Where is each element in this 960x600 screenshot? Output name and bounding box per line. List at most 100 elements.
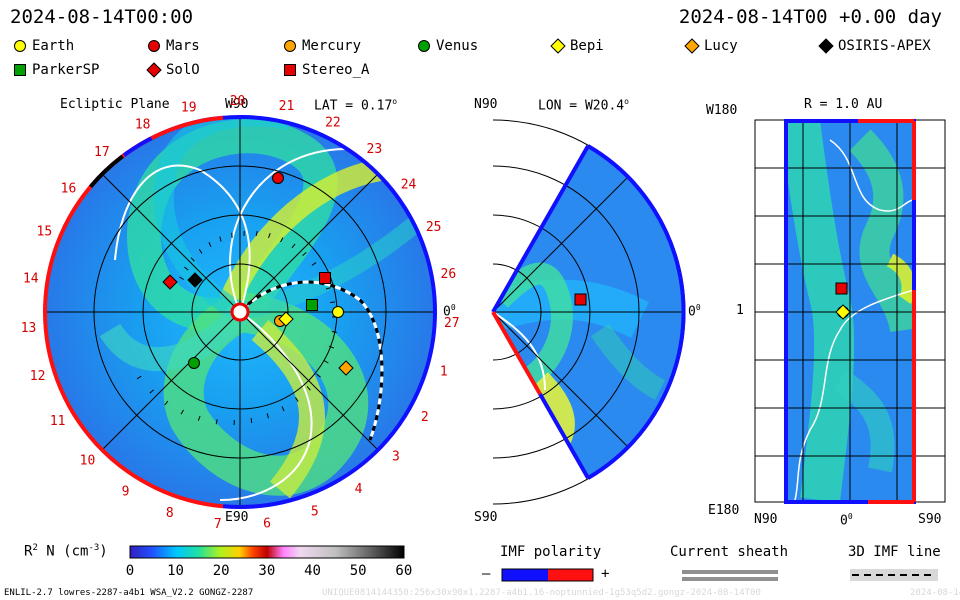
- rotation-label-7: 7: [214, 517, 222, 532]
- spiral-tick: [149, 389, 154, 394]
- ecliptic-lat-label: LAT = 0.17o: [314, 97, 398, 114]
- spiral-tick: [295, 397, 299, 402]
- rotation-label-15: 15: [37, 224, 53, 239]
- stereo-a-marker: [319, 272, 331, 284]
- spiral-tick: [311, 262, 317, 266]
- current-sheath-line-1: [682, 570, 778, 574]
- meridional-top-label: N90: [474, 97, 498, 112]
- earth-marker: [332, 306, 344, 318]
- rotation-label-5: 5: [311, 504, 319, 519]
- rotation-label-27: 27: [444, 316, 460, 331]
- legend-item-mercury: Mercury: [282, 38, 361, 54]
- venus-marker: [188, 357, 200, 369]
- earth-legend-marker: [14, 40, 26, 52]
- imf-minus-label: –: [482, 566, 491, 582]
- spiral-tick: [281, 406, 285, 412]
- legend-item-bepi: Bepi: [550, 38, 604, 54]
- meridional-edge-south-red: [491, 311, 542, 395]
- ecliptic-top-label: W90: [225, 97, 249, 112]
- solo-marker: [162, 274, 178, 290]
- spiral-tick: [280, 237, 284, 243]
- spiral-tick: [255, 230, 258, 237]
- spiral-tick: [179, 276, 184, 280]
- spiral-tick: [302, 251, 307, 257]
- rotation-label-16: 16: [61, 181, 77, 196]
- legend-label: SolO: [166, 62, 200, 78]
- osiris-apex-legend-marker: [818, 38, 834, 54]
- rotation-label-23: 23: [367, 142, 383, 157]
- rotation-label-18: 18: [135, 118, 151, 133]
- rotation-label-3: 3: [392, 450, 400, 465]
- mars-legend-marker: [148, 40, 160, 52]
- stereo-a-r-marker: [835, 282, 848, 295]
- imf-negative-swatch: [502, 569, 548, 581]
- legend-item-stereo-a: Stereo_A: [282, 62, 369, 78]
- rim-arc: [122, 136, 153, 157]
- bepi-marker: [278, 311, 294, 327]
- colorbar: [129, 545, 405, 559]
- ecliptic-title: Ecliptic Plane: [60, 97, 170, 112]
- osiris-apex-marker: [187, 272, 203, 288]
- legend-item-solo: SolO: [146, 62, 200, 78]
- rpanel-x-label-0: 00: [840, 512, 853, 529]
- rotation-label-4: 4: [355, 482, 363, 497]
- lucy-marker: [338, 360, 354, 376]
- ecliptic-panel: 19 20 212223242526271234567891011121314151…: [21, 94, 460, 532]
- rim-arc: [222, 479, 339, 509]
- legend-label: Bepi: [570, 38, 604, 54]
- footer-right-date: 2024-08-14: [910, 588, 960, 598]
- colorbar-tick-10: 10: [167, 563, 184, 579]
- stereo-a-legend-marker: [284, 64, 296, 76]
- rotation-label-21: 21: [279, 99, 295, 114]
- legend-item-lucy: Lucy: [684, 38, 738, 54]
- colorbar-label: R2 N (cm-3): [24, 543, 108, 560]
- rpanel-top-left-label: W180: [706, 103, 738, 118]
- footer-right: UNIQUE0814144350:256x30x90x1.2287-a4b1.1…: [322, 588, 761, 598]
- ecliptic-bodies: [162, 172, 354, 376]
- sun-marker: [230, 302, 250, 322]
- meridional-bottom-label: S90: [474, 510, 498, 525]
- colorbar-tick-20: 20: [212, 563, 230, 579]
- spiral-tick: [164, 400, 169, 406]
- rim-arc: [89, 154, 124, 188]
- meridional-panel: [491, 119, 686, 505]
- rotation-label-25: 25: [426, 220, 442, 235]
- ecliptic-bottom-label: E90: [225, 510, 249, 525]
- spiral-tick: [267, 233, 271, 239]
- legend-label: Venus: [436, 38, 479, 54]
- rotation-label-17: 17: [94, 145, 110, 160]
- legend-label: Stereo_A: [302, 62, 370, 78]
- legend-item-earth: Earth: [12, 38, 74, 54]
- meridional-lon-label: LON = W20.4o: [538, 97, 629, 114]
- rotation-label-6: 6: [263, 516, 271, 531]
- spiral-tick: [180, 409, 184, 415]
- legend-item-mars: Mars: [146, 38, 200, 54]
- mercury-legend-marker: [284, 40, 296, 52]
- rotation-label-24: 24: [401, 177, 417, 192]
- current-sheath-title: Current sheath: [670, 544, 789, 560]
- legend-label: Mars: [166, 38, 200, 54]
- rpanel-title: R = 1.0 AU: [804, 97, 883, 112]
- meridional-edge-south-blue: [538, 393, 590, 479]
- rotation-label-2: 2: [421, 410, 429, 425]
- spiral-tick: [208, 242, 212, 247]
- colorbar-tick-30: 30: [258, 563, 276, 579]
- lucy-legend-marker: [684, 38, 700, 54]
- spiral-tick: [136, 375, 142, 380]
- rotation-label-1: 1: [440, 364, 448, 379]
- spiral-tick: [190, 257, 195, 262]
- stereo-a-meridional-marker: [574, 293, 587, 306]
- spiral-tick: [328, 345, 334, 349]
- bepi-r-marker: [835, 304, 851, 320]
- mars-marker: [272, 172, 284, 184]
- rotation-label-11: 11: [50, 414, 66, 429]
- rotation-label-19: 19: [181, 100, 197, 115]
- legend-label: Mercury: [302, 38, 362, 54]
- colorbar-tick-40: 40: [304, 563, 321, 579]
- legend-item-venus: Venus: [416, 38, 478, 54]
- bepi-legend-marker: [550, 38, 566, 54]
- ecliptic-rotation-labels: 19 20 212223242526271234567891011121314151…: [21, 94, 460, 532]
- r-panel-structure: [786, 121, 914, 502]
- rotation-label-13: 13: [21, 321, 37, 336]
- spiral-tick: [231, 232, 233, 238]
